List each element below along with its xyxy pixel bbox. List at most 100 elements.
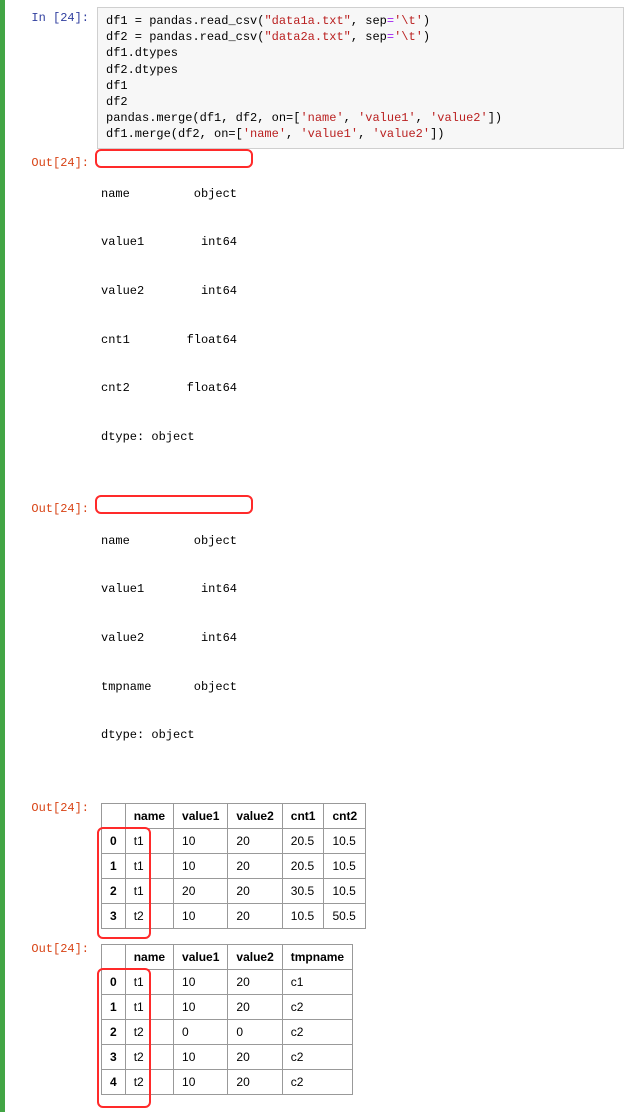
col-header: cnt2 xyxy=(324,803,366,828)
dtype-final: dtype: object xyxy=(101,727,624,743)
table-cell: t1 xyxy=(125,994,173,1019)
table-corner xyxy=(102,944,126,969)
out-prompt: Out[24]: xyxy=(5,498,97,516)
table-cell: 20 xyxy=(228,853,282,878)
table-row: 3 t2 10 20 c2 xyxy=(102,1044,353,1069)
table-cell: 10.5 xyxy=(324,828,366,853)
code-tok: df1 xyxy=(106,14,128,28)
row-index: 4 xyxy=(102,1069,126,1094)
dtype-row: tmpnameobject xyxy=(101,679,624,695)
table-cell: c2 xyxy=(282,1019,352,1044)
table-cell: t1 xyxy=(125,853,173,878)
table-cell: c1 xyxy=(282,969,352,994)
dtype-row: value2int64 xyxy=(101,630,624,646)
output-cell-df2: Out[24]: name value1 value2 tmpname 0 t1 xyxy=(5,938,624,1101)
table-header-row: name value1 value2 cnt1 cnt2 xyxy=(102,803,366,828)
table-cell: 50.5 xyxy=(324,903,366,928)
table-cell: t2 xyxy=(125,1019,173,1044)
row-index: 1 xyxy=(102,994,126,1019)
out-prompt: Out[24]: xyxy=(5,938,97,956)
out-prompt: Out[24]: xyxy=(5,152,97,170)
table-cell: 20 xyxy=(228,828,282,853)
dtype-row: nameobject xyxy=(101,186,624,202)
col-header: name xyxy=(125,803,173,828)
col-header: value2 xyxy=(228,803,282,828)
dtype-row: cnt2float64 xyxy=(101,380,624,396)
table-cell: 10 xyxy=(174,994,228,1019)
dtype-row: cnt1float64 xyxy=(101,332,624,348)
table-row: 1 t1 10 20 c2 xyxy=(102,994,353,1019)
table-row: 0 t1 10 20 20.5 10.5 xyxy=(102,828,366,853)
table-cell: 20.5 xyxy=(282,828,324,853)
code-editor[interactable]: df1 = pandas.read_csv("data1a.txt", sep=… xyxy=(97,7,624,149)
dtype-row: value1int64 xyxy=(101,581,624,597)
table-cell: 20 xyxy=(174,878,228,903)
dataframe-output-1: name value1 value2 cnt1 cnt2 0 t1 10 20 … xyxy=(97,797,624,935)
table-cell: 20 xyxy=(228,1069,282,1094)
col-header: cnt1 xyxy=(282,803,324,828)
dtypes-output-2: nameobject value1int64 value2int64 tmpna… xyxy=(97,498,624,793)
dtype-final: dtype: object xyxy=(101,429,624,445)
output-cell-dtypes1: Out[24]: nameobject value1int64 value2in… xyxy=(5,152,624,496)
table-cell: 10.5 xyxy=(282,903,324,928)
input-cell: In [24]: df1 = pandas.read_csv("data1a.t… xyxy=(5,7,624,149)
dtype-row: nameobject xyxy=(101,533,624,549)
table-cell: t2 xyxy=(125,1044,173,1069)
row-index: 2 xyxy=(102,878,126,903)
col-header: value1 xyxy=(174,944,228,969)
dataframe-table: name value1 value2 cnt1 cnt2 0 t1 10 20 … xyxy=(101,803,366,929)
table-row: 3 t2 10 20 10.5 50.5 xyxy=(102,903,366,928)
table-header-row: name value1 value2 tmpname xyxy=(102,944,353,969)
table-cell: c2 xyxy=(282,1069,352,1094)
table-cell: 10.5 xyxy=(324,878,366,903)
table-cell: 10 xyxy=(174,853,228,878)
row-index: 3 xyxy=(102,903,126,928)
table-cell: t1 xyxy=(125,969,173,994)
dtype-row: value2int64 xyxy=(101,283,624,299)
dataframe-table: name value1 value2 tmpname 0 t1 10 20 c1 xyxy=(101,944,353,1095)
output-cell-dtypes2: Out[24]: nameobject value1int64 value2in… xyxy=(5,498,624,793)
table-row: 4 t2 10 20 c2 xyxy=(102,1069,353,1094)
notebook-container: In [24]: df1 = pandas.read_csv("data1a.t… xyxy=(0,0,624,1112)
table-cell: 10 xyxy=(174,969,228,994)
table-cell: 10 xyxy=(174,1069,228,1094)
row-index: 0 xyxy=(102,828,126,853)
table-row: 2 t1 20 20 30.5 10.5 xyxy=(102,878,366,903)
table-cell: c2 xyxy=(282,994,352,1019)
table-corner xyxy=(102,803,126,828)
table-cell: 10.5 xyxy=(324,853,366,878)
output-cell-df1: Out[24]: name value1 value2 cnt1 cnt2 0 xyxy=(5,797,624,935)
out-prompt: Out[24]: xyxy=(5,797,97,815)
table-cell: 10 xyxy=(174,828,228,853)
table-cell: 20 xyxy=(228,903,282,928)
col-header: tmpname xyxy=(282,944,352,969)
table-row: 0 t1 10 20 c1 xyxy=(102,969,353,994)
table-cell: 30.5 xyxy=(282,878,324,903)
row-index: 1 xyxy=(102,853,126,878)
annotation-box xyxy=(95,149,253,168)
col-header: value1 xyxy=(174,803,228,828)
table-cell: 0 xyxy=(174,1019,228,1044)
table-cell: t2 xyxy=(125,903,173,928)
table-cell: 20 xyxy=(228,878,282,903)
row-index: 0 xyxy=(102,969,126,994)
table-row: 1 t1 10 20 20.5 10.5 xyxy=(102,853,366,878)
col-header: name xyxy=(125,944,173,969)
table-cell: 20 xyxy=(228,969,282,994)
row-index: 2 xyxy=(102,1019,126,1044)
table-cell: 10 xyxy=(174,1044,228,1069)
table-cell: 20 xyxy=(228,994,282,1019)
row-index: 3 xyxy=(102,1044,126,1069)
col-header: value2 xyxy=(228,944,282,969)
table-cell: c2 xyxy=(282,1044,352,1069)
table-cell: t1 xyxy=(125,878,173,903)
table-cell: t1 xyxy=(125,828,173,853)
table-cell: t2 xyxy=(125,1069,173,1094)
dataframe-output-2: name value1 value2 tmpname 0 t1 10 20 c1 xyxy=(97,938,624,1101)
table-row: 2 t2 0 0 c2 xyxy=(102,1019,353,1044)
table-cell: 20 xyxy=(228,1044,282,1069)
dtypes-output-1: nameobject value1int64 value2int64 cnt1f… xyxy=(97,152,624,496)
table-cell: 10 xyxy=(174,903,228,928)
dtype-row: value1int64 xyxy=(101,234,624,250)
table-cell: 0 xyxy=(228,1019,282,1044)
